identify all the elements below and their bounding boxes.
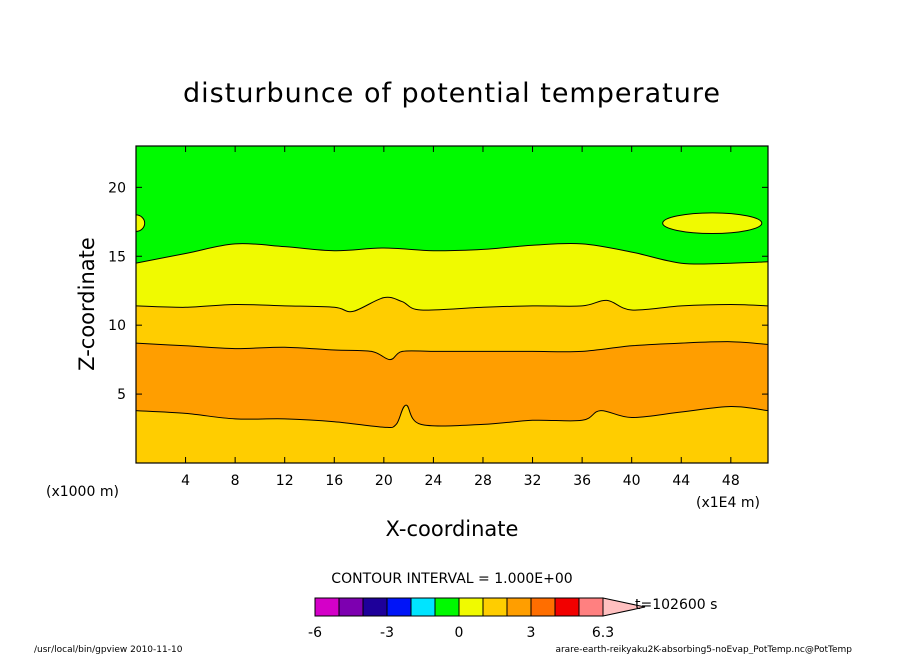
- x-axis-label: X-coordinate: [386, 517, 519, 541]
- colorbar-tick-label: 0: [455, 625, 464, 641]
- footer-left: /usr/local/bin/gpview 2010-11-10: [34, 645, 183, 654]
- colorbar-cell: [482, 597, 508, 617]
- x-tick-label: 28: [474, 473, 492, 489]
- y-axis-ticks: 5 10 15 20: [108, 180, 768, 403]
- x-tick-label: 48: [722, 473, 740, 489]
- footer-right: arare-earth-reikyaku2K-absorbing5-noEvap…: [555, 645, 852, 654]
- colorbar-cell: [338, 597, 364, 617]
- region-yellow: [136, 243, 768, 312]
- x-tick-label: 36: [573, 473, 591, 489]
- x-tick-label: 24: [424, 473, 442, 489]
- y-tick-label: 10: [108, 318, 126, 334]
- x-tick-label: 20: [375, 473, 393, 489]
- contour-interval: CONTOUR INTERVAL = 1.000E+00: [331, 571, 572, 587]
- x-tick-label: 32: [524, 473, 542, 489]
- colorbar-tick-label: -6: [308, 625, 322, 641]
- y-unit-note: (x1000 m): [46, 484, 119, 500]
- x-unit-note: (x1E4 m): [696, 495, 760, 511]
- region-orange: [136, 341, 768, 428]
- y-axis-label: Z-coordinate: [75, 237, 99, 371]
- colorbar-tick-label: 6.3: [592, 625, 614, 641]
- time-label: t=102600 s: [635, 597, 717, 613]
- region-gold-upper: [136, 297, 768, 360]
- colorbar-cell: [434, 597, 460, 617]
- colorbar-cell: [530, 597, 556, 617]
- colorbar-cell: [458, 597, 484, 617]
- contour-line: [136, 404, 768, 428]
- contour-regions: [136, 146, 768, 463]
- colorbar-arrow: [602, 597, 646, 617]
- x-axis-ticks: 4 8 12 16 20 24 28 32 36 40 44 48: [181, 146, 740, 489]
- contour-line: [136, 341, 768, 361]
- x-tick-label: 4: [181, 473, 190, 489]
- colorbar-tick-label: -3: [380, 625, 394, 641]
- colorbar-tick-labels: -6 -3 0 3 6.3: [308, 625, 614, 641]
- colorbar-cell: [410, 597, 436, 617]
- colorbar: [314, 597, 646, 617]
- x-tick-label: 44: [672, 473, 690, 489]
- contour-patch: [662, 212, 763, 235]
- colorbar-cell: [578, 597, 604, 617]
- x-tick-label: 16: [325, 473, 343, 489]
- x-tick-label: 12: [276, 473, 294, 489]
- y-tick-label: 15: [108, 249, 126, 265]
- chart-title: disturbunce of potential temperature: [183, 78, 721, 109]
- x-tick-label: 40: [623, 473, 641, 489]
- colorbar-cell: [314, 597, 340, 617]
- y-tick-label: 20: [108, 180, 126, 196]
- contour-line: [136, 242, 768, 265]
- region-green: [136, 146, 768, 265]
- colorbar-cell: [554, 597, 580, 617]
- plot-frame: [135, 145, 769, 464]
- y-tick-label: 5: [117, 387, 126, 403]
- colorbar-cell: [386, 597, 412, 617]
- x-tick-label: 8: [231, 473, 240, 489]
- colorbar-tick-label: 3: [527, 625, 536, 641]
- contour-line: [136, 296, 768, 313]
- colorbar-cell: [362, 597, 388, 617]
- colorbar-cell: [506, 597, 532, 617]
